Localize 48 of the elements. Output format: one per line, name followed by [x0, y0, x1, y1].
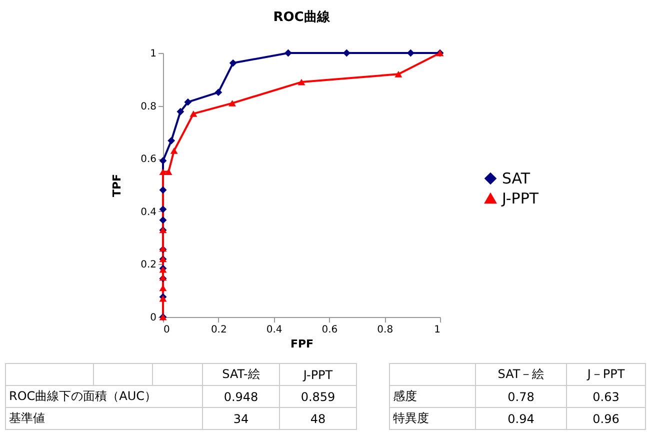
x-tick-label: 0.8	[377, 324, 394, 336]
point	[184, 98, 192, 106]
y-tick-label: 0.8	[140, 101, 156, 112]
chart-title: ROC曲線	[273, 10, 331, 25]
y-tick-label: 0.4	[140, 206, 156, 218]
text: 0.948	[202, 386, 280, 408]
text: 0.96	[566, 408, 646, 430]
x-tick-label: 0	[164, 324, 170, 336]
text: SAT-絵	[202, 364, 280, 386]
x-tick-label: 0.4	[266, 324, 282, 336]
x-axis-title: FPF	[290, 338, 314, 350]
text: 0.63	[566, 386, 646, 408]
text: 0.859	[280, 386, 356, 408]
text: 48	[280, 408, 356, 430]
point	[168, 136, 176, 144]
legend-label: J-PPT	[501, 190, 540, 208]
x-tick-label: 0.2	[210, 324, 227, 336]
y-tick-label: 0.6	[140, 154, 156, 166]
text: J－PPT	[566, 364, 646, 386]
point	[214, 88, 222, 96]
x-tick-label: 0.6	[322, 324, 338, 336]
point	[159, 168, 167, 176]
text: 0.94	[476, 408, 566, 430]
text: 0.78	[476, 386, 566, 408]
text: SAT－絵	[476, 364, 566, 386]
y-tick-label: 0.2	[140, 260, 156, 271]
y-tick-label: 1	[150, 48, 156, 60]
text: 34	[202, 408, 280, 430]
point	[159, 186, 167, 194]
y-axis-title: TPF	[110, 174, 124, 198]
text: ROC曲線下の面積（AUC）	[6, 386, 202, 408]
point	[170, 147, 178, 154]
point	[394, 70, 402, 78]
point	[228, 100, 236, 106]
point	[164, 168, 172, 176]
text: 特異度	[390, 408, 476, 430]
point	[159, 216, 167, 224]
legend-label: SAT	[502, 170, 531, 188]
point	[298, 78, 306, 86]
point	[190, 110, 198, 117]
x-tick-label: 1	[434, 324, 440, 336]
point	[284, 49, 292, 57]
text: J-PPT	[280, 364, 356, 386]
point	[229, 59, 237, 67]
text: 感度	[390, 386, 476, 408]
y-tick-label: 0	[150, 312, 156, 324]
point	[176, 108, 184, 116]
text: 基準値	[6, 408, 202, 430]
